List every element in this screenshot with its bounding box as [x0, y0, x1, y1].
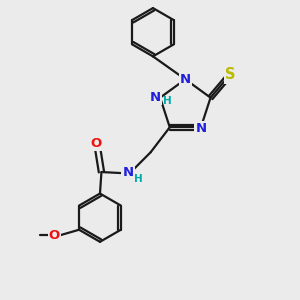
Text: N: N — [122, 167, 134, 179]
Text: N: N — [150, 91, 161, 104]
Text: H: H — [163, 96, 172, 106]
Text: N: N — [180, 73, 191, 86]
Text: N: N — [195, 122, 206, 135]
Text: H: H — [134, 174, 143, 184]
Text: O: O — [49, 229, 60, 242]
Text: S: S — [225, 68, 236, 82]
Text: O: O — [91, 137, 102, 150]
